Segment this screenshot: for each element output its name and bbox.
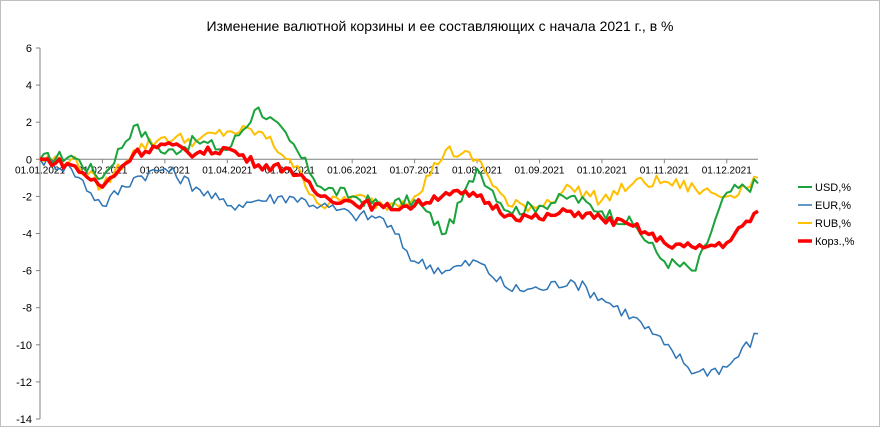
y-tick-label: -8 [22,303,32,315]
x-tick-label: 01.09.2021 [514,165,564,176]
y-tick-label: -14 [16,414,32,426]
x-tick-label: 01.01.2021 [15,165,65,176]
y-tick-label: -6 [22,266,32,278]
y-tick-label: -2 [22,191,32,203]
y-tick-label: -10 [16,340,32,352]
x-tick-label: 01.06.2021 [327,165,377,176]
series-line-1 [39,156,759,377]
x-tick-label: 01.04.2021 [202,165,252,176]
x-tick-label: 01.02.2021 [77,165,127,176]
y-tick-label: -12 [16,377,32,389]
x-tick-label: 01.03.2021 [140,165,190,176]
chart-title: Изменение валютной корзины и ее составля… [206,18,674,34]
y-tick-label: 2 [26,117,32,129]
series-line-3 [39,141,759,251]
x-tick-label: 01.12.2021 [702,165,752,176]
y-tick-label: 4 [26,80,32,92]
legend: USD,% EUR,% RUB,% Корз.,% [798,182,855,248]
series-line-0 [39,106,759,272]
x-tick-label: 01.07.2021 [390,165,440,176]
series-lines [39,106,759,377]
legend-label: EUR,% [815,200,851,212]
y-tick-label: 6 [26,43,32,55]
y-tick-label: -4 [22,229,32,241]
y-tick-label: 0 [26,154,32,166]
x-tick-label: 01.10.2021 [577,165,627,176]
legend-label: USD,% [815,182,851,194]
x-tick-label: 01.11.2021 [640,165,690,176]
series-line-2 [39,125,759,213]
legend-label: RUB,% [815,218,851,230]
legend-label: Корз.,% [815,236,855,248]
